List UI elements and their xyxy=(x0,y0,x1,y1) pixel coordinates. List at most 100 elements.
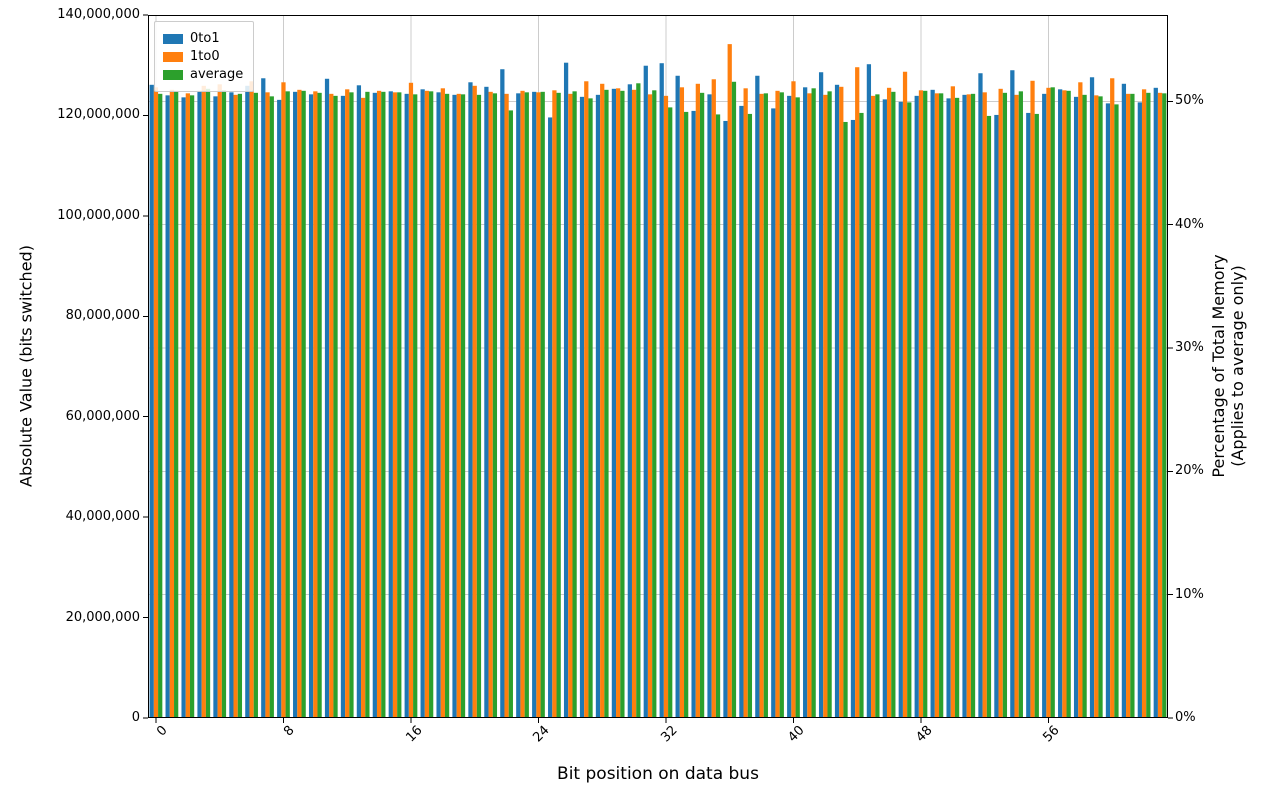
bar-1to0-57 xyxy=(1062,90,1067,718)
bar-average-15 xyxy=(397,92,402,718)
bar-1to0-51 xyxy=(966,94,971,719)
bar-1to0-27 xyxy=(584,81,589,718)
bar-0to1-43 xyxy=(834,84,840,719)
bar-average-49 xyxy=(939,93,944,718)
bar-1to0-15 xyxy=(392,92,398,718)
x-axis-title: Bit position on data bus xyxy=(557,764,759,784)
bar-0to1-5 xyxy=(229,92,234,718)
bar-0to1-63 xyxy=(1153,87,1158,718)
bar-0to1-36 xyxy=(723,120,728,718)
bar-1to0-39 xyxy=(775,90,780,718)
bar-0to1-56 xyxy=(1042,93,1047,719)
bar-0to1-11 xyxy=(324,78,330,718)
bar-0to1-50 xyxy=(946,98,951,719)
bar-0to1-3 xyxy=(197,90,202,718)
bar-average-40 xyxy=(795,97,800,719)
bar-average-28 xyxy=(604,89,609,718)
bar-1to0-11 xyxy=(329,93,334,719)
bar-average-52 xyxy=(986,115,992,719)
bar-0to1-8 xyxy=(277,99,282,719)
bar-average-6 xyxy=(253,92,258,718)
right-y-tick-label: 50% xyxy=(1175,93,1204,109)
legend-label-average: average xyxy=(190,67,244,82)
bar-1to0-63 xyxy=(1157,92,1163,718)
bar-average-55 xyxy=(1034,113,1039,719)
bar-0to1-41 xyxy=(803,87,808,718)
bar-1to0-42 xyxy=(823,94,828,719)
legend-swatch-0to1 xyxy=(163,33,183,44)
bar-1to0-14 xyxy=(376,90,382,718)
bar-1to0-13 xyxy=(361,97,366,719)
bar-average-57 xyxy=(1066,90,1071,718)
bar-1to0-36 xyxy=(727,44,732,719)
bar-1to0-48 xyxy=(918,90,924,718)
bar-0to1-7 xyxy=(261,78,266,718)
bar-average-9 xyxy=(301,90,306,718)
bar-0to1-52 xyxy=(978,73,983,718)
bar-1to0-8 xyxy=(281,82,286,719)
bar-1to0-4 xyxy=(217,84,222,719)
right-axis-title-line1: Percentage of Total Memory xyxy=(1209,254,1228,478)
bar-1to0-58 xyxy=(1078,82,1083,719)
legend-item-average: average xyxy=(163,67,243,82)
bar-0to1-25 xyxy=(548,117,553,718)
bar-0to1-42 xyxy=(818,72,824,719)
bar-average-11 xyxy=(333,95,338,719)
bar-average-46 xyxy=(891,91,896,718)
bar-0to1-53 xyxy=(994,114,999,719)
legend-swatch-average xyxy=(163,69,183,80)
bar-1to0-7 xyxy=(265,92,270,718)
bar-average-8 xyxy=(285,91,290,718)
bar-0to1-34 xyxy=(691,110,696,718)
tick-marks xyxy=(143,14,1173,723)
bar-1to0-1 xyxy=(169,89,175,718)
bar-1to0-35 xyxy=(711,79,716,718)
bar-average-51 xyxy=(970,93,976,719)
bar-1to0-5 xyxy=(233,94,238,719)
bar-1to0-19 xyxy=(456,93,461,719)
bar-0to1-24 xyxy=(532,91,537,718)
bar-0to1-4 xyxy=(213,96,218,719)
bar-0to1-16 xyxy=(404,93,409,719)
bar-0to1-18 xyxy=(436,92,441,718)
bar-1to0-30 xyxy=(631,89,637,718)
bar-0to1-13 xyxy=(356,85,362,719)
bar-average-53 xyxy=(1002,92,1008,718)
bar-average-62 xyxy=(1146,92,1151,718)
bar-average-36 xyxy=(731,81,737,718)
bar-1to0-62 xyxy=(1141,89,1147,718)
bar-0to1-23 xyxy=(516,93,521,718)
bar-0to1-35 xyxy=(707,94,712,719)
bar-1to0-2 xyxy=(185,93,190,718)
right-y-tick-label: 30% xyxy=(1175,340,1204,355)
right-y-tick-label: 40% xyxy=(1175,216,1204,232)
bar-average-5 xyxy=(237,93,243,719)
bar-average-30 xyxy=(636,83,641,719)
bar-average-17 xyxy=(429,91,434,718)
bar-1to0-32 xyxy=(663,95,669,719)
right-y-tick-label: 0% xyxy=(1175,710,1196,725)
bar-1to0-61 xyxy=(1126,93,1131,719)
bar-1to0-28 xyxy=(600,83,605,719)
plot-border xyxy=(148,15,1168,718)
bar-1to0-54 xyxy=(1014,94,1019,719)
bar-average-41 xyxy=(811,88,816,718)
left-axis-title: Absolute Value (bits switched) xyxy=(16,245,36,487)
bar-0to1-17 xyxy=(420,89,425,718)
bar-average-19 xyxy=(460,94,466,719)
bar-average-38 xyxy=(763,93,768,718)
bar-0to1-44 xyxy=(850,119,856,718)
bar-1to0-20 xyxy=(472,85,477,719)
legend-label-0to1: 0to1 xyxy=(190,31,220,46)
bar-1to0-41 xyxy=(807,93,812,718)
bar-1to0-22 xyxy=(504,93,509,719)
bar-average-56 xyxy=(1050,87,1055,718)
legend-label-1to0: 1to0 xyxy=(190,49,220,64)
bar-1to0-40 xyxy=(791,81,796,718)
bar-1to0-44 xyxy=(855,67,860,719)
bar-average-31 xyxy=(652,90,657,718)
bar-average-63 xyxy=(1162,93,1167,718)
bar-0to1-19 xyxy=(452,94,457,719)
bar-1to0-23 xyxy=(520,90,525,718)
bar-1to0-21 xyxy=(488,91,493,718)
